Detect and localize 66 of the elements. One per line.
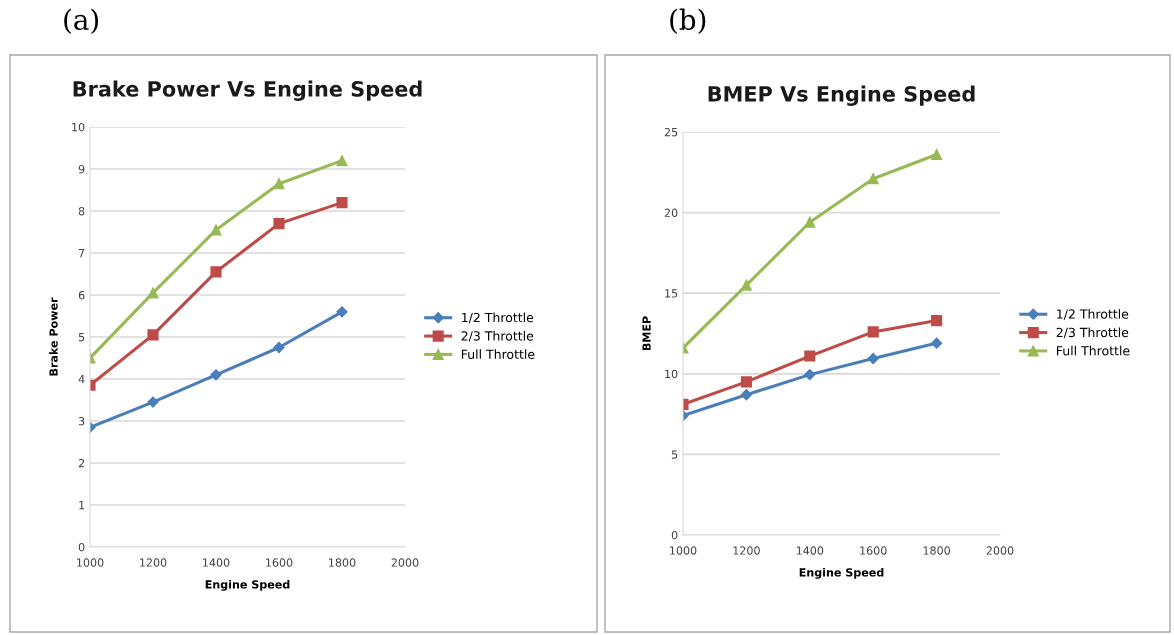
x-tick-label: 1400 (203, 558, 230, 567)
point (931, 149, 943, 161)
point (867, 352, 879, 365)
x-tick-label: 1800 (329, 558, 356, 567)
point (273, 218, 285, 230)
point (210, 224, 222, 236)
y-tick-label: 15 (665, 289, 678, 298)
point (336, 197, 348, 209)
y-tick-label: 3 (78, 416, 85, 426)
x-tick-label: 1800 (923, 546, 950, 555)
y-tick-label: 6 (78, 290, 85, 300)
x-tick-label: 2000 (986, 546, 1014, 555)
legend-label: 1/2 Throttle (462, 312, 534, 324)
x-tick-label: 1000 (670, 546, 697, 555)
point (804, 350, 816, 362)
point (867, 173, 879, 185)
x-tick-label: 1600 (860, 546, 887, 555)
point (147, 329, 159, 341)
legend-label: 2/3 Throttle (1056, 327, 1129, 339)
y-tick-label: 5 (671, 450, 678, 459)
y-tick-label: 25 (664, 127, 678, 137)
point (210, 266, 222, 278)
y-axis-title: BMEP (642, 316, 651, 351)
y-tick-label: 9 (78, 164, 85, 174)
point (147, 287, 159, 299)
legend-label: Full Throttle (461, 349, 535, 359)
y-tick-label: 8 (78, 206, 85, 216)
point (804, 369, 816, 381)
legend-label: 2/3 Throttle (461, 330, 534, 342)
y-tick-label: 2 (78, 458, 85, 468)
x-tick-label: 1000 (77, 558, 104, 567)
y-tick-label: 20 (664, 208, 678, 217)
y-tick-label: 0 (671, 530, 678, 540)
x-axis-title: Engine Speed (205, 579, 290, 591)
chart-title: BMEP Vs Engine Speed (708, 85, 975, 106)
legend-label: Full Throttle (1056, 345, 1130, 356)
point (867, 326, 879, 338)
y-tick-label: 7 (78, 249, 85, 258)
point (336, 306, 348, 318)
y-tick-label: 10 (72, 122, 85, 132)
point (740, 279, 752, 291)
point (804, 216, 816, 228)
y-tick-label: 10 (665, 369, 678, 379)
x-tick-label: 1400 (796, 546, 824, 555)
text: (b) (670, 8, 706, 34)
point (273, 178, 285, 190)
x-axis-title: Engine Speed (799, 567, 884, 579)
x-tick-label: 1600 (266, 558, 293, 567)
y-tick-label: 0 (78, 542, 85, 552)
point (740, 376, 752, 388)
legend-label: 1/2 Throttle (1057, 309, 1129, 320)
y-tick-label: 1 (79, 501, 85, 510)
chart-title: Brake Power Vs Engine Speed (73, 80, 422, 101)
point (210, 369, 222, 381)
point (336, 155, 348, 167)
point (930, 337, 943, 349)
y-tick-label: 5 (78, 333, 85, 342)
x-tick-label: 1200 (140, 558, 167, 567)
y-tick-label: 4 (78, 375, 85, 384)
point (931, 315, 943, 327)
point (740, 389, 753, 401)
x-tick-label: 1200 (733, 546, 760, 555)
y-axis-title: Brake Power (49, 297, 58, 376)
text: (a) (64, 8, 99, 34)
point (273, 341, 285, 354)
x-tick-label: 2000 (391, 558, 419, 567)
